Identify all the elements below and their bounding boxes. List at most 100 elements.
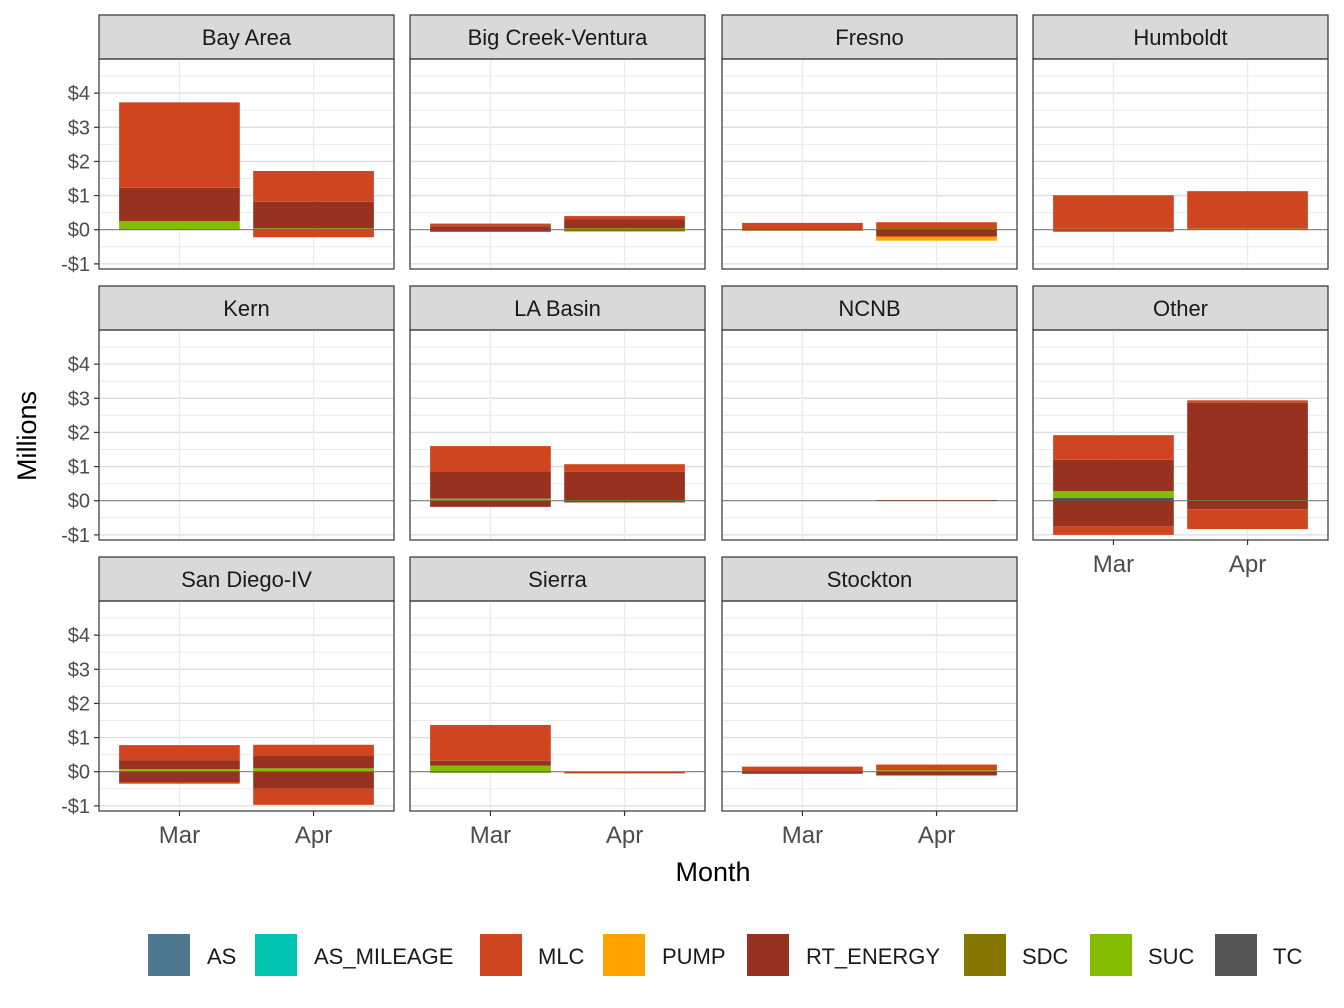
- legend-key: [1090, 934, 1132, 976]
- bar-segment: [430, 223, 551, 227]
- y-tick-label: -$1: [61, 525, 90, 547]
- facet-strip-label: Fresno: [835, 25, 903, 50]
- x-axis-title: Month: [675, 857, 750, 887]
- y-tick-label: $0: [68, 220, 90, 242]
- panel-border: [1032, 58, 1329, 270]
- bar-segment: [253, 744, 374, 757]
- bar-segment: [564, 771, 685, 774]
- x-tick-label: Apr: [1229, 551, 1266, 578]
- bar-segment: [876, 229, 997, 237]
- bar-segment: [564, 228, 685, 230]
- y-tick-label: $2: [68, 151, 90, 173]
- bar-segment: [1053, 228, 1174, 230]
- bar-segment: [1187, 402, 1308, 501]
- legend-label: PUMP: [662, 944, 726, 969]
- panel-border: [98, 58, 395, 270]
- y-tick-label: $4: [68, 625, 90, 647]
- bar-segment: [876, 227, 997, 230]
- y-tick-label: $1: [68, 728, 90, 750]
- y-tick-label: -$1: [61, 254, 90, 276]
- facet-strip-label: Other: [1153, 296, 1208, 321]
- legend-label: AS: [207, 944, 236, 969]
- bar-segment: [564, 500, 685, 503]
- bar-segment: [564, 229, 685, 232]
- x-tick-label: Mar: [782, 822, 823, 849]
- bar-segment: [742, 766, 863, 772]
- y-tick-label: $3: [68, 659, 90, 681]
- y-tick-label: $3: [68, 117, 90, 139]
- legend: AS AS_MILEAGE MLC PUMP RT_ENERGY SDC SUC TC: [148, 934, 1302, 976]
- bar-segment: [119, 745, 240, 761]
- legend-label: MLC: [538, 944, 585, 969]
- bar-segment: [564, 464, 685, 472]
- legend-label: TC: [1273, 944, 1302, 969]
- legend-key: [964, 934, 1006, 976]
- facet-panel: Big Creek-Ventura: [409, 14, 706, 270]
- facet-strip: [721, 556, 1018, 602]
- legend-label: SDC: [1022, 944, 1069, 969]
- y-axis-title: Millions: [12, 391, 42, 481]
- bar-segment: [564, 216, 685, 220]
- bar-segment: [1053, 229, 1174, 232]
- bar-segment: [876, 771, 997, 776]
- bar-segment: [253, 229, 374, 238]
- bar-segment: [253, 771, 374, 789]
- facet-strip-label: Stockton: [827, 567, 913, 592]
- bar-segment: [430, 500, 551, 507]
- bar-segment: [253, 228, 374, 230]
- bar-segment: [253, 788, 374, 805]
- bar-segment: [564, 219, 685, 229]
- legend-key: [480, 934, 522, 976]
- legend-label: SUC: [1148, 944, 1195, 969]
- y-tick-label: $4: [68, 83, 90, 105]
- bar-segment: [1187, 500, 1308, 510]
- bar-segment: [430, 446, 551, 472]
- y-tick-label: $4: [68, 354, 90, 376]
- panel-border: [1032, 329, 1329, 541]
- facet-panel: Other Mar Apr: [1032, 285, 1329, 578]
- bar-segment: [430, 498, 551, 501]
- facet-panel: LA Basin: [409, 285, 706, 541]
- facet-panel: San Diego-IV -$1 $0 $1 $2 $3 $4 Mar Apr: [61, 556, 395, 849]
- facet-strip-label: Kern: [223, 296, 269, 321]
- bar-segment: [1187, 228, 1308, 230]
- bar-segment: [253, 201, 374, 229]
- facet-strip: [98, 14, 395, 60]
- y-tick-label: $1: [68, 457, 90, 479]
- bar-segment: [742, 771, 863, 774]
- legend-key: [1215, 934, 1257, 976]
- panel-border: [98, 600, 395, 812]
- x-tick-label: Apr: [295, 822, 332, 849]
- panel-border: [721, 600, 1018, 812]
- facet-strip: [721, 285, 1018, 331]
- facet-panel: Fresno: [721, 14, 1018, 270]
- facet-strip-label: Sierra: [528, 567, 587, 592]
- facet-strip: [721, 14, 1018, 60]
- bar-segment: [119, 187, 240, 222]
- y-tick-label: $3: [68, 388, 90, 410]
- y-tick-label: $2: [68, 422, 90, 444]
- bar-segment: [430, 771, 551, 773]
- x-tick-label: Apr: [918, 822, 955, 849]
- bar-segment: [253, 756, 374, 769]
- y-tick-label: $1: [68, 186, 90, 208]
- legend-key: [747, 934, 789, 976]
- bar-segment: [1053, 500, 1174, 527]
- facet-strip-label: LA Basin: [514, 296, 601, 321]
- bar-segment: [1053, 435, 1174, 460]
- facet-strip: [1032, 285, 1329, 331]
- legend-key: [603, 934, 645, 976]
- bar-segment: [430, 471, 551, 499]
- panel-border: [98, 329, 395, 541]
- bar-segment: [876, 236, 997, 241]
- facet-panel: Kern -$1 $0 $1 $2 $3 $4: [61, 285, 395, 547]
- bar-segment: [119, 221, 240, 230]
- legend-label: RT_ENERGY: [806, 944, 940, 969]
- bar-segment: [253, 171, 374, 202]
- bar-segment: [430, 765, 551, 772]
- bar-segment: [430, 226, 551, 230]
- bar-segment: [430, 724, 551, 761]
- facet-panels: Bay Area -$1 $0 $1 $2 $3 $4 Big Creek-Ventura Fr…: [61, 14, 1329, 849]
- bar-segment: [742, 229, 863, 231]
